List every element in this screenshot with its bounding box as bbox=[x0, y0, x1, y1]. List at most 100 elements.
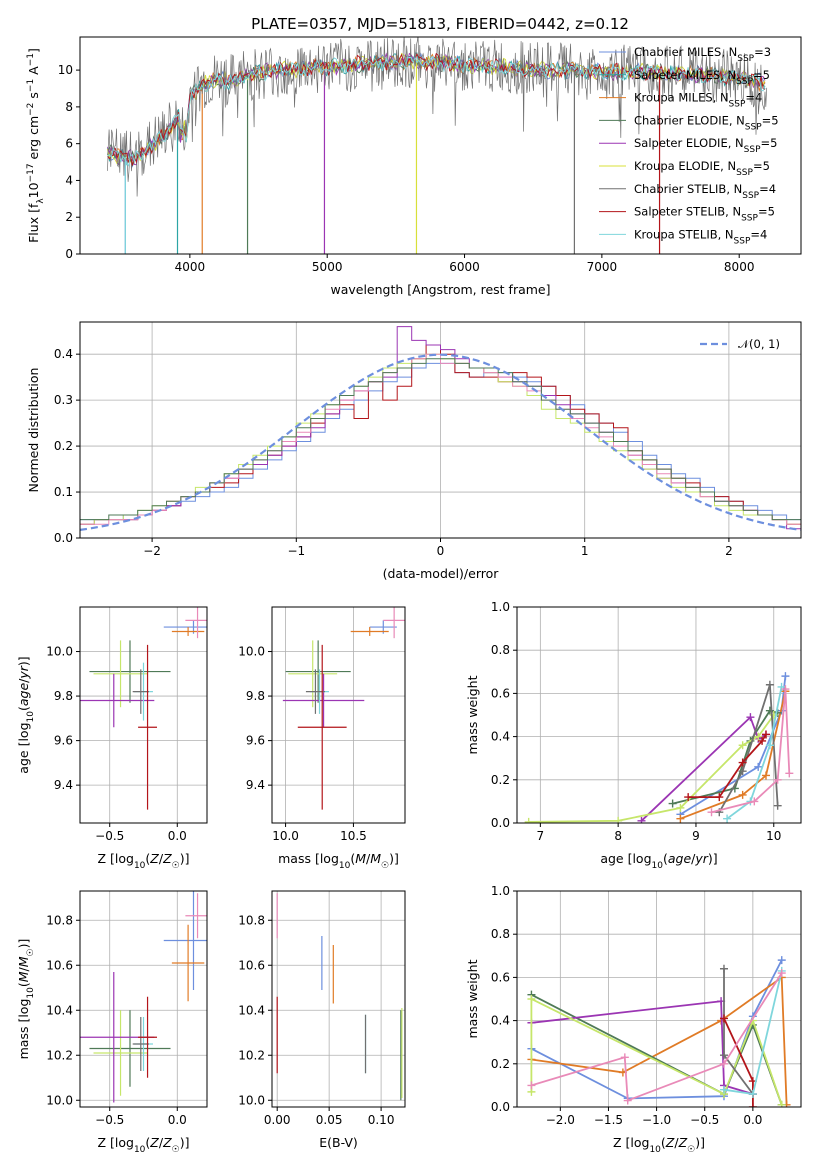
weight-marker bbox=[676, 803, 685, 812]
weight-marker bbox=[527, 1081, 536, 1090]
x-tick-label: −0.5 bbox=[95, 1113, 124, 1127]
weight-marker bbox=[758, 736, 767, 745]
x-axis-label: Z [log10(Z/Z☉)] bbox=[97, 851, 189, 871]
legend-entry: Salpeter ELODIE, NSSP=5 bbox=[634, 136, 777, 155]
y-tick-label: 0.4 bbox=[491, 1014, 510, 1028]
panel-hist: −2 −1 0 1 2 0.0 0.1 0.2 0.3 0.4 (data-model)/error… bbox=[26, 321, 802, 581]
weight-marker bbox=[761, 730, 770, 739]
panel-spectrum: 4000 5000 6000 7000 8000 0 2 4 6 8 10 wavelength [A… bbox=[26, 36, 802, 297]
axes-frame bbox=[516, 890, 802, 1108]
y-tick-label: 10.0 bbox=[238, 1093, 265, 1107]
x-tick-label: 4000 bbox=[175, 260, 206, 274]
weight-series bbox=[679, 675, 787, 816]
weight-marker bbox=[748, 1103, 757, 1107]
x-tick-label: 0.0 bbox=[168, 1113, 187, 1127]
y-axis-label: mass weight bbox=[465, 675, 480, 754]
axes-frame bbox=[516, 606, 802, 824]
x-axis-label: wavelength [Angstrom, rest frame] bbox=[330, 282, 550, 297]
normal-curve bbox=[80, 353, 801, 531]
legend-entry: Chabrier MILES, NSSP=3 bbox=[634, 45, 771, 64]
y-tick-label: 2 bbox=[65, 210, 73, 224]
y-tick-label: 0.2 bbox=[491, 1057, 510, 1071]
spectrum-series bbox=[107, 52, 766, 166]
panel-mass-z: −0.5 0.0 10.0 10.2 10.4 10.6 10.8 Z [log10(Z/Z☉… bbox=[16, 890, 208, 1155]
x-tick-label: −1.0 bbox=[642, 1113, 671, 1127]
weight-marker bbox=[754, 732, 763, 741]
weight-marker bbox=[738, 767, 747, 776]
x-tick-label: 7000 bbox=[587, 260, 618, 274]
y-tick-label: 0.6 bbox=[491, 970, 510, 984]
y-tick-label: 0.0 bbox=[54, 531, 73, 545]
plot-area-weight-age bbox=[517, 607, 801, 823]
weight-marker bbox=[777, 956, 786, 965]
weight-series bbox=[726, 686, 783, 820]
y-tick-label: 9.6 bbox=[246, 734, 265, 748]
weight-marker bbox=[676, 814, 685, 823]
panel-mass-ebv: 0.00 0.05 0.10 10.0 10.2 10.4 10.6 10.8 E(B-V) bbox=[238, 890, 406, 1150]
plot-area-spectrum bbox=[107, 37, 768, 254]
weight-marker bbox=[773, 775, 782, 784]
y-tick-label: 10.4 bbox=[46, 1003, 73, 1017]
x-tick-label: 9 bbox=[692, 829, 700, 843]
y-tick-label: 9.6 bbox=[54, 734, 73, 748]
axes-frame bbox=[271, 606, 406, 824]
x-tick-label: 8000 bbox=[724, 260, 755, 274]
weight-series bbox=[531, 1000, 754, 1095]
y-tick-label: 0.0 bbox=[491, 1100, 510, 1114]
plot-area-mass-z bbox=[80, 891, 207, 1107]
weight-marker bbox=[524, 817, 533, 823]
weight-marker bbox=[719, 1014, 728, 1023]
x-tick-label: 10.0 bbox=[272, 829, 299, 843]
weight-marker bbox=[754, 762, 763, 771]
plot-area-age-mass bbox=[272, 607, 405, 823]
weight-series bbox=[531, 975, 788, 1105]
y-axis-label: mass [log10(M/M☉)] bbox=[16, 939, 36, 1060]
x-tick-label: 0 bbox=[437, 544, 445, 558]
x-tick-label: 10 bbox=[766, 829, 781, 843]
legend-entry: Salpeter STELIB, NSSP=5 bbox=[634, 205, 775, 224]
legend-entry: Chabrier ELODIE, NSSP=5 bbox=[634, 113, 779, 132]
weight-marker bbox=[765, 680, 774, 689]
legend-entry: Salpeter MILES, NSSP=5 bbox=[634, 68, 770, 87]
x-tick-label: 5000 bbox=[312, 260, 343, 274]
weight-marker bbox=[614, 816, 623, 823]
axes-frame bbox=[79, 321, 802, 539]
spectrum-series bbox=[107, 55, 766, 167]
axes-frame bbox=[79, 36, 802, 255]
y-tick-label: 10.6 bbox=[238, 958, 265, 972]
weight-marker bbox=[781, 672, 790, 681]
weight-marker bbox=[719, 1051, 728, 1060]
legend-entry: 𝒩(0, 1) bbox=[738, 337, 780, 351]
y-axis-label: Flux [fλ10−17 erg cm−2 s−1 A−1] bbox=[26, 48, 46, 243]
plot-area-mass-ebv bbox=[272, 891, 405, 1107]
axes-frame bbox=[79, 606, 208, 824]
y-tick-label: 0.0 bbox=[491, 816, 510, 830]
weight-marker bbox=[750, 797, 759, 806]
y-tick-label: 9.8 bbox=[54, 689, 73, 703]
legend-entry: Chabrier STELIB, NSSP=4 bbox=[634, 182, 776, 201]
y-tick-label: 0.3 bbox=[54, 393, 73, 407]
x-tick-label: 6000 bbox=[449, 260, 480, 274]
y-tick-label: 0.8 bbox=[491, 643, 510, 657]
weight-marker bbox=[738, 790, 747, 799]
y-tick-label: 0.4 bbox=[491, 730, 510, 744]
x-tick-label: 0.0 bbox=[743, 1113, 762, 1127]
y-tick-label: 0.4 bbox=[54, 347, 73, 361]
x-tick-label: 7 bbox=[537, 829, 545, 843]
panel-weight-age: 7 8 9 10 0.0 0.2 0.4 0.6 0.8 1.0 age [log10(age/yr… bbox=[465, 600, 802, 871]
axes-frame bbox=[79, 890, 208, 1108]
y-tick-label: 10 bbox=[58, 63, 73, 77]
y-tick-label: 0.2 bbox=[54, 439, 73, 453]
panel-age-mass: 10.0 10.5 9.4 9.6 9.8 10.0 mass [log10(M/M☉)] bbox=[238, 606, 406, 871]
y-tick-label: 0.6 bbox=[491, 686, 510, 700]
weight-marker bbox=[748, 1090, 757, 1099]
weight-marker bbox=[765, 706, 774, 715]
weight-marker bbox=[738, 758, 747, 767]
y-tick-label: 10.0 bbox=[46, 1093, 73, 1107]
weight-marker bbox=[773, 801, 782, 810]
x-tick-label: 0.05 bbox=[316, 1113, 343, 1127]
figure-title: PLATE=0357, MJD=51813, FIBERID=0442, z=0… bbox=[251, 15, 629, 33]
weight-marker bbox=[777, 969, 786, 978]
plot-area-age-z bbox=[80, 607, 207, 823]
weight-series bbox=[680, 690, 787, 820]
